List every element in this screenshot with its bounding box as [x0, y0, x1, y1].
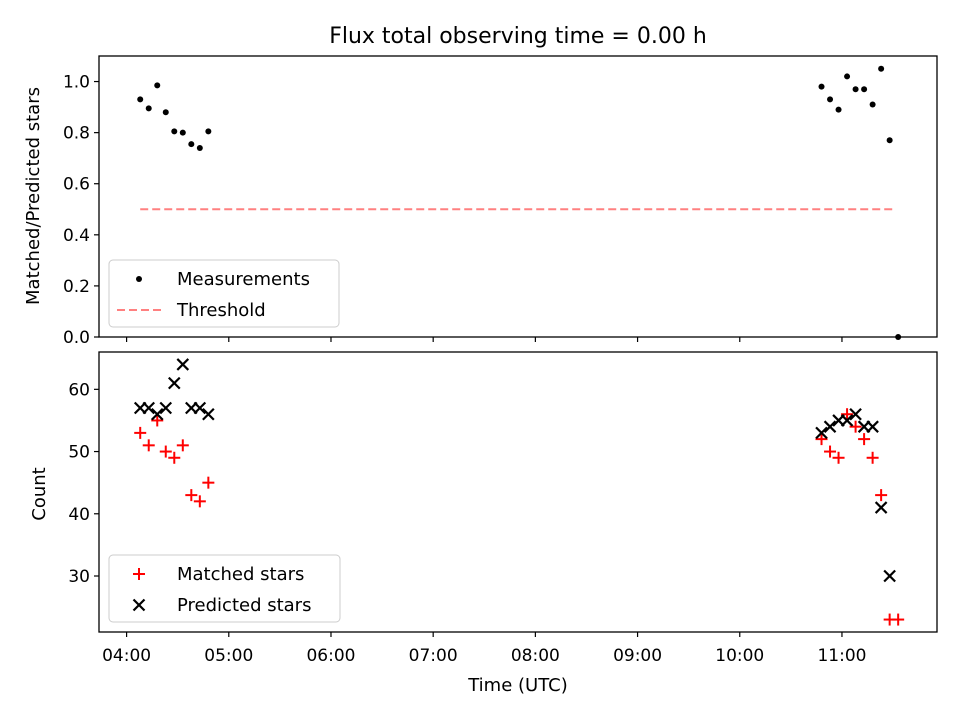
measurement-point: [188, 141, 195, 148]
measurement-point: [137, 96, 144, 103]
matched-star-point: [193, 495, 206, 508]
measurement-point: [145, 105, 152, 112]
x-tick-label: 05:00: [204, 646, 253, 666]
legend-label: Measurements: [177, 269, 310, 290]
axes-frame: [98, 55, 938, 338]
y-tick-label: 0.8: [63, 124, 90, 144]
top-y-axis-label: Matched/Predicted stars: [23, 87, 44, 305]
matched-star-point: [875, 489, 888, 502]
measurement-point: [827, 96, 834, 103]
y-tick-label: 60: [68, 380, 90, 400]
measurement-point: [852, 86, 859, 93]
y-tick-label: 40: [68, 505, 90, 525]
y-tick-label: 50: [68, 443, 90, 463]
x-tick-label: 07:00: [409, 646, 458, 666]
legend-label: Threshold: [176, 300, 266, 321]
y-tick-label: 0.2: [63, 277, 90, 297]
measurement-point: [154, 82, 161, 89]
y-tick-label: 0.6: [63, 175, 90, 195]
predicted-star-point: [883, 569, 896, 583]
predicted-star-point: [176, 358, 190, 371]
matched-star-point: [849, 420, 862, 433]
matched-star-point: [176, 439, 189, 452]
measurement-point: [196, 144, 203, 151]
x-tick-label: 08:00: [511, 646, 560, 666]
measurement-point: [886, 137, 893, 144]
measurement-point: [205, 128, 212, 135]
predicted-star-point: [202, 407, 215, 421]
x-tick-label: 06:00: [306, 646, 355, 666]
measurement-point: [878, 65, 885, 72]
y-tick-label: 0.4: [63, 226, 90, 246]
measurement-point: [835, 106, 842, 113]
legend-label: Predicted stars: [177, 595, 311, 616]
predicted-star-point: [840, 414, 854, 427]
legend-label: Matched stars: [177, 564, 304, 585]
measurement-point: [844, 73, 851, 80]
legend-marker-dot: [136, 276, 142, 282]
legend: [108, 259, 340, 328]
plot-area: [133, 358, 905, 626]
predicted-star-point: [866, 420, 879, 433]
matched-star-point: [824, 445, 837, 458]
measurement-point: [818, 83, 825, 90]
predicted-star-point: [168, 376, 181, 390]
plot-area: [137, 65, 902, 340]
x-tick-label: 10:00: [715, 646, 764, 666]
matched-star-point: [185, 489, 198, 502]
predicted-star-point: [159, 401, 173, 415]
legend: [108, 554, 341, 623]
measurement-point: [179, 129, 186, 136]
matched-star-point: [841, 408, 854, 421]
bottom-plot: 30 40 50 60 04:00 05:00 06:00 07:00 08:00 09:00 10…: [68, 351, 938, 666]
matched-star-point: [151, 414, 164, 427]
measurement-point: [869, 101, 876, 108]
matched-star-point: [858, 433, 871, 446]
predicted-star-point: [849, 407, 862, 421]
y-tick-label: 30: [68, 567, 90, 587]
measurement-point: [861, 86, 868, 93]
predicted-star-point: [150, 407, 164, 421]
bottom-y-axis-label: Count: [29, 467, 50, 520]
predicted-star-point: [823, 420, 837, 433]
y-tick-label: 0.0: [63, 328, 90, 348]
measurement-point: [171, 128, 178, 135]
matched-star-point: [832, 451, 845, 464]
chart-title: Flux total observing time = 0.00 h: [329, 24, 707, 49]
predicted-star-point: [142, 401, 156, 415]
measurement-point: [162, 109, 169, 116]
matched-star-point: [202, 476, 215, 489]
predicted-star-point: [874, 501, 888, 514]
predicted-star-point: [193, 401, 207, 415]
y-tick-label: 1.0: [63, 73, 90, 93]
top-plot: 0.0 0.2 0.4 0.6 0.8 1.0 Measurements Threshold: [63, 55, 938, 348]
matched-star-point: [134, 426, 147, 439]
x-tick-label: 04:00: [102, 646, 151, 666]
x-tick-label: 09:00: [613, 646, 662, 666]
matched-star-point: [892, 613, 905, 626]
legend-marker-x: [132, 598, 146, 612]
matched-star-point: [815, 433, 828, 446]
predicted-star-point: [815, 426, 828, 440]
matched-star-point: [142, 439, 155, 452]
matched-star-point: [168, 451, 181, 464]
matched-star-point: [159, 445, 172, 458]
x-tick-label: 11:00: [817, 646, 866, 666]
matched-star-point: [866, 451, 879, 464]
x-axis-label: Time (UTC): [467, 675, 568, 696]
axes-frame: [98, 351, 938, 633]
